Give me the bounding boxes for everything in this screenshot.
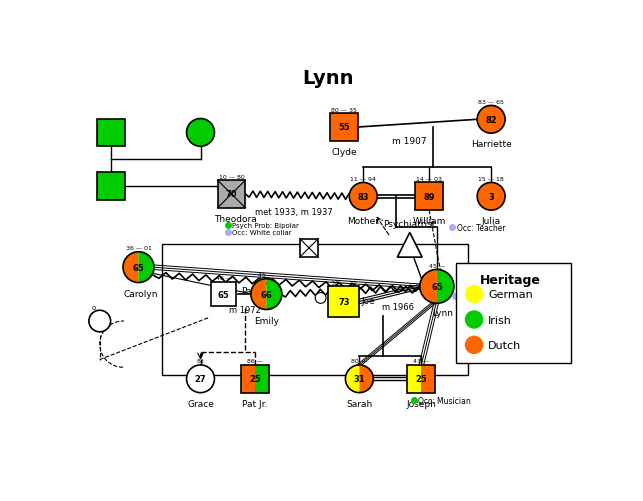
Bar: [98, 119, 125, 147]
Text: Carolyn: Carolyn: [123, 289, 158, 298]
Text: 65: 65: [132, 263, 145, 272]
Text: 65: 65: [218, 290, 230, 299]
Text: 10 — 80: 10 — 80: [219, 174, 244, 179]
Polygon shape: [345, 365, 359, 393]
Circle shape: [89, 311, 111, 332]
Text: 45 —: 45 —: [429, 264, 445, 269]
Circle shape: [477, 106, 505, 134]
Text: 25: 25: [415, 375, 427, 384]
Text: 31: 31: [354, 375, 365, 384]
Text: 38 — 11: 38 — 11: [331, 280, 357, 285]
Text: Harriette: Harriette: [471, 140, 511, 149]
Text: Heritage: Heritage: [480, 274, 541, 287]
Bar: [457, 264, 571, 364]
Text: Theodora: Theodora: [214, 214, 257, 223]
Polygon shape: [359, 365, 374, 393]
Circle shape: [477, 183, 505, 211]
Polygon shape: [138, 252, 154, 283]
Polygon shape: [255, 365, 269, 393]
Polygon shape: [397, 233, 422, 258]
Text: 15 — 18: 15 — 18: [478, 176, 504, 181]
Text: Joseph: Joseph: [406, 399, 437, 408]
Text: Mother: Mother: [347, 217, 379, 226]
Polygon shape: [251, 279, 266, 310]
Text: m 1972: m 1972: [229, 305, 260, 314]
Text: Lynn: Lynn: [433, 308, 453, 317]
Text: Occ: Teacher: Occ: Teacher: [458, 292, 507, 301]
Text: Occ: Musician: Occ: Musician: [417, 396, 470, 405]
Text: 80 — 35: 80 — 35: [331, 107, 357, 112]
Bar: [217, 181, 246, 208]
Circle shape: [186, 119, 215, 147]
Polygon shape: [437, 270, 454, 304]
Circle shape: [186, 365, 215, 393]
Text: German: German: [488, 290, 533, 300]
Polygon shape: [421, 365, 435, 393]
Text: Occ: White collar: Occ: White collar: [231, 229, 291, 235]
Text: 65: 65: [431, 283, 443, 291]
Bar: [408, 365, 435, 393]
Bar: [300, 239, 318, 258]
Text: 83: 83: [358, 192, 369, 201]
Text: 46 —: 46 —: [215, 276, 232, 281]
Text: 25: 25: [249, 375, 260, 384]
Text: Clyde: Clyde: [331, 148, 357, 157]
Text: 55: 55: [338, 123, 350, 132]
Circle shape: [349, 183, 377, 211]
Text: o: o: [91, 305, 96, 311]
Polygon shape: [123, 252, 138, 283]
Text: William: William: [412, 217, 446, 226]
Polygon shape: [420, 270, 437, 304]
Polygon shape: [266, 279, 282, 310]
Text: 70: 70: [226, 190, 237, 199]
Bar: [415, 183, 443, 211]
Polygon shape: [240, 365, 255, 393]
Text: m 1966: m 1966: [382, 302, 414, 311]
Text: 45 —: 45 —: [258, 273, 275, 278]
Text: Sarah: Sarah: [346, 399, 372, 408]
Text: 73: 73: [338, 298, 350, 307]
Text: 11 — 94: 11 — 94: [350, 176, 376, 181]
Text: 89: 89: [423, 192, 435, 201]
Bar: [240, 365, 269, 393]
Bar: [212, 282, 236, 307]
Text: Psychiatrist: Psychiatrist: [384, 219, 436, 228]
Text: Lynn: Lynn: [303, 69, 354, 88]
Text: 27: 27: [195, 375, 206, 384]
Text: Psych Prob: Bipolar: Psych Prob: Bipolar: [231, 222, 298, 228]
Text: Dutch: Dutch: [488, 340, 521, 350]
Text: 66: 66: [260, 290, 272, 299]
Bar: [330, 114, 358, 142]
Text: met 1933, m 1937: met 1933, m 1937: [255, 208, 332, 217]
Text: Pat: Pat: [242, 286, 256, 295]
Text: m 1907: m 1907: [392, 137, 427, 146]
Circle shape: [465, 311, 484, 329]
Bar: [162, 244, 468, 375]
Text: 14 — 03: 14 — 03: [416, 176, 442, 181]
Text: 43 —: 43 —: [413, 359, 430, 364]
Circle shape: [465, 285, 484, 304]
Text: Emily: Emily: [254, 316, 279, 325]
Text: Occ: Teacher: Occ: Teacher: [457, 223, 505, 232]
Text: Grace: Grace: [187, 399, 214, 408]
Text: Joe: Joe: [362, 296, 376, 305]
Text: Irish: Irish: [488, 315, 512, 325]
Bar: [329, 287, 359, 318]
Text: 86 —: 86 —: [247, 359, 263, 364]
Text: 3: 3: [488, 192, 494, 201]
Text: Pat Jr.: Pat Jr.: [242, 399, 267, 408]
Text: 83 — 65: 83 — 65: [478, 100, 504, 105]
Text: 36 — 01: 36 — 01: [125, 245, 152, 250]
Bar: [98, 173, 125, 201]
Polygon shape: [408, 365, 421, 393]
Text: 80 —: 80 —: [351, 359, 367, 364]
Text: 83: 83: [197, 359, 204, 364]
Circle shape: [465, 336, 484, 354]
Text: Julia: Julia: [482, 217, 501, 226]
Text: 82: 82: [485, 116, 497, 125]
Circle shape: [315, 293, 326, 304]
